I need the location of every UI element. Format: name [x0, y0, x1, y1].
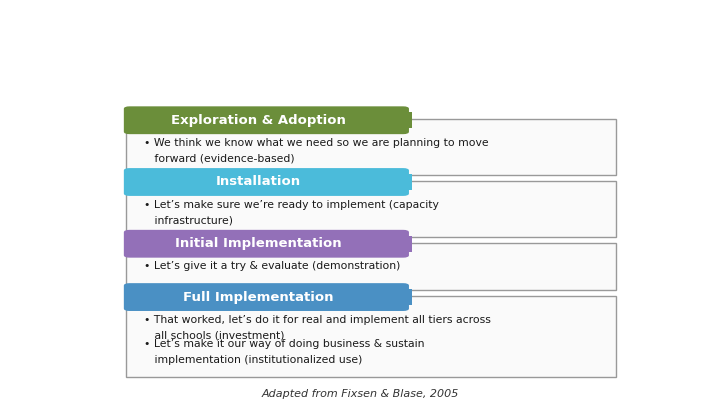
Text: Initial Implementation: Initial Implementation — [175, 237, 341, 250]
Bar — [403, 112, 412, 128]
Text: • Let’s give it a try & evaluate (demonstration): • Let’s give it a try & evaluate (demons… — [144, 261, 400, 271]
Text: • Let’s make it our way of doing business & sustain: • Let’s make it our way of doing busines… — [144, 339, 425, 349]
FancyBboxPatch shape — [124, 168, 409, 196]
Bar — [403, 174, 412, 190]
Text: Exploration & Adoption: Exploration & Adoption — [171, 114, 346, 127]
Bar — [126, 181, 616, 237]
Text: Where is your school in the
implementation process?: Where is your school in the implementati… — [117, 19, 448, 72]
Bar — [403, 236, 412, 252]
FancyBboxPatch shape — [124, 283, 409, 311]
Text: • That worked, let’s do it for real and implement all tiers across: • That worked, let’s do it for real and … — [144, 315, 491, 325]
Text: Full Implementation: Full Implementation — [183, 290, 333, 304]
FancyBboxPatch shape — [124, 107, 409, 134]
Text: forward (evidence-based): forward (evidence-based) — [144, 154, 294, 164]
Text: infrastructure): infrastructure) — [144, 215, 233, 226]
Bar — [126, 119, 616, 175]
Text: • We think we know what we need so we are planning to move: • We think we know what we need so we ar… — [144, 138, 489, 148]
Bar — [126, 296, 616, 377]
Text: • Let’s make sure we’re ready to implement (capacity: • Let’s make sure we’re ready to impleme… — [144, 200, 439, 209]
Text: implementation (institutionalized use): implementation (institutionalized use) — [144, 355, 362, 365]
Bar — [126, 243, 616, 290]
FancyBboxPatch shape — [124, 230, 409, 258]
Text: all schools (investment): all schools (investment) — [144, 330, 284, 341]
Text: Installation: Installation — [215, 175, 301, 188]
Text: Adapted from Fixsen & Blase, 2005: Adapted from Fixsen & Blase, 2005 — [261, 390, 459, 399]
Bar — [403, 289, 412, 305]
